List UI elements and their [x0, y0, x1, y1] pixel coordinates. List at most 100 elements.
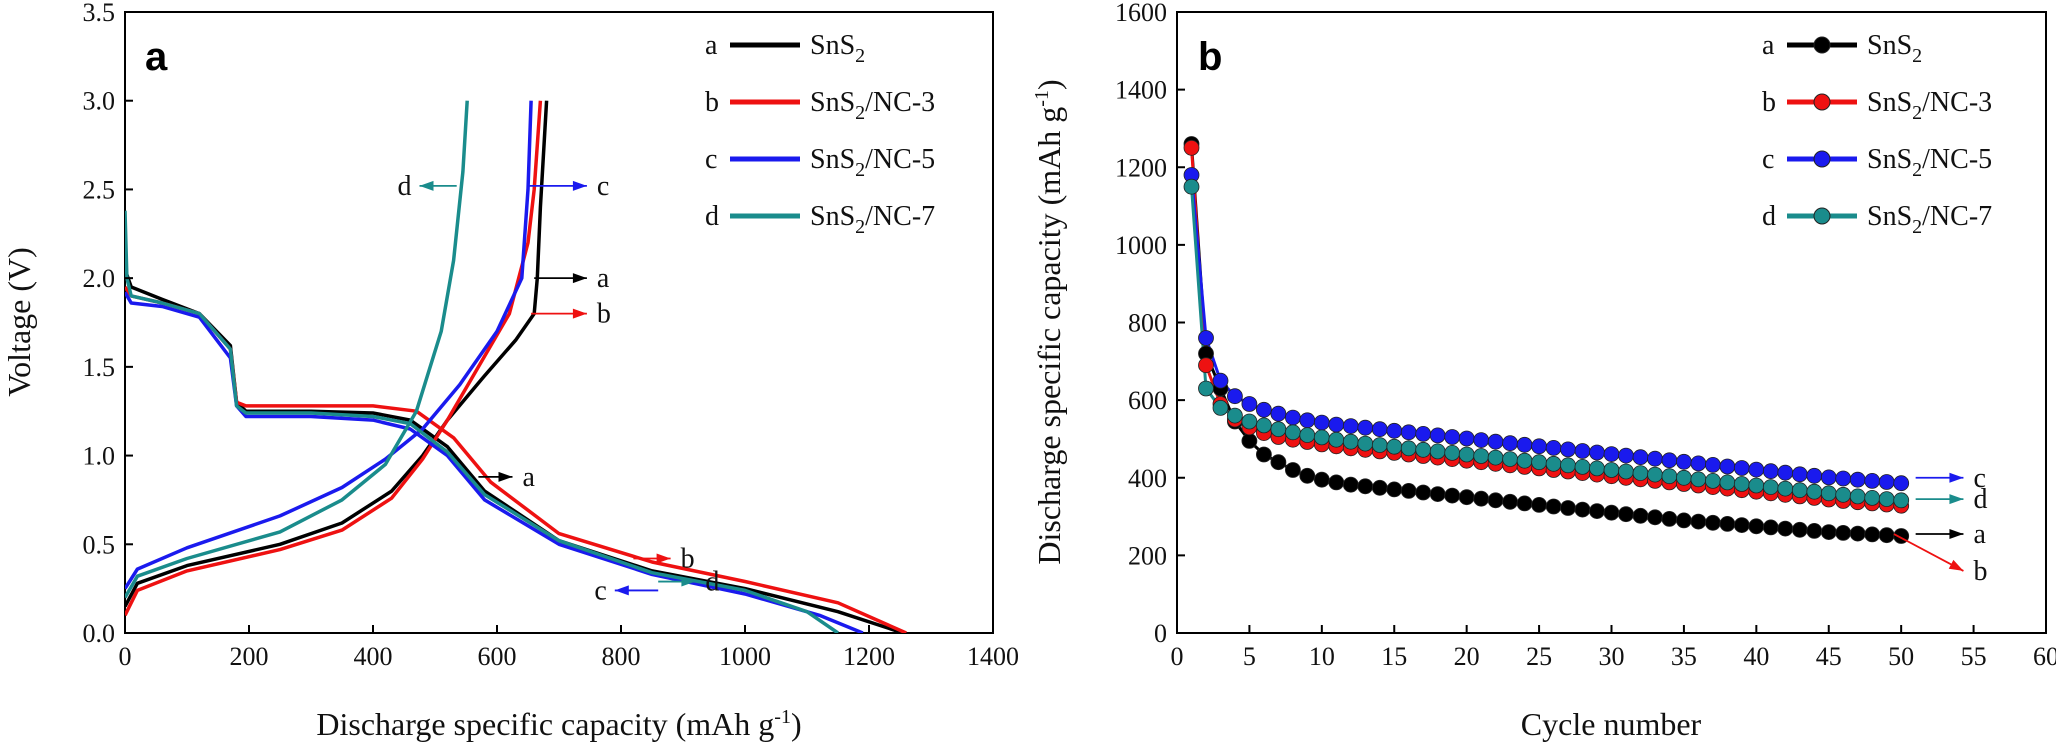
series-point-b	[1762, 479, 1779, 496]
series-point-b	[1328, 416, 1345, 433]
x-tick-label-b: 15	[1381, 642, 1407, 671]
series-point-b	[1328, 474, 1345, 491]
series-point-b	[1719, 458, 1736, 475]
series-line-b	[1190, 186, 1902, 502]
x-tick-label-b: 25	[1526, 642, 1552, 671]
series-point-b	[1719, 516, 1736, 532]
legend-key-b: b	[1762, 87, 1776, 118]
series-point-b	[1719, 474, 1736, 491]
y-tick-label-a: 1.0	[83, 442, 116, 471]
series-line-discharge-a	[125, 210, 839, 633]
legend-label-b: SnS2/NC-5	[1867, 144, 1992, 181]
y-axis-label-b: Discharge specific capacity (mAh g-1)	[1031, 79, 1067, 564]
series-point-b	[1574, 458, 1591, 475]
series-point-b	[1864, 472, 1881, 489]
legend-label-a: SnS2	[810, 30, 865, 67]
series-point-b	[1444, 487, 1461, 504]
series-point-b	[1487, 433, 1504, 450]
series-point-b	[1429, 486, 1446, 503]
series-point-b	[1676, 469, 1692, 486]
annotation-arrowhead-a	[656, 553, 671, 564]
plot-frame-a	[124, 11, 994, 634]
series-point-b	[1400, 482, 1417, 499]
x-tick-label-b: 5	[1243, 642, 1256, 671]
series-point-b	[1560, 441, 1576, 458]
series-point-b	[1791, 521, 1808, 538]
series-point-b	[1183, 178, 1200, 195]
y-tick-label-b: 0	[1154, 619, 1167, 648]
series-point-b	[1690, 455, 1707, 472]
annotation-label-b: c	[1973, 463, 1985, 494]
series-point-b	[1516, 436, 1533, 453]
series-point-b	[1256, 417, 1272, 434]
series-point-b	[1748, 461, 1765, 478]
series-point-b	[1661, 452, 1678, 469]
series-point-b	[1371, 479, 1388, 496]
series-point-b	[1531, 438, 1547, 455]
legend-marker-b	[1813, 207, 1831, 225]
y-tick-label-b: 400	[1128, 464, 1167, 493]
series-point-b	[1386, 422, 1403, 439]
series-point-b	[1589, 460, 1605, 477]
x-tick-label-a: 1400	[967, 642, 1019, 671]
series-point-b	[1748, 518, 1765, 535]
series-point-b	[1256, 401, 1272, 418]
legend-marker-b	[1813, 150, 1831, 168]
series-point-b	[1603, 504, 1620, 521]
series-point-b	[1473, 448, 1490, 464]
series-point-b	[1400, 440, 1417, 457]
series-point-b	[1777, 480, 1794, 497]
annotation-label-a: b	[681, 543, 695, 574]
series-point-b	[1893, 492, 1910, 509]
series-point-b	[1502, 435, 1518, 452]
series-point-b	[1415, 425, 1432, 442]
series-point-b	[1328, 431, 1345, 448]
series-point-b	[1545, 455, 1562, 472]
annotation-arrowhead-b	[1948, 559, 1964, 571]
series-point-b	[1560, 457, 1576, 474]
annotation-label-a: c	[597, 171, 609, 202]
annotation-label-a: d	[705, 567, 719, 598]
series-point-b	[1444, 444, 1461, 461]
legend-b: a SnS2 b SnS2/NC-3 c SnS2/NC-5 d SnS2/NC-7	[1762, 30, 1992, 238]
series-point-b	[1516, 495, 1533, 512]
series-line-charge-a	[125, 100, 469, 599]
y-tick-label-a: 2.0	[83, 264, 116, 293]
series-point-b	[1632, 507, 1649, 524]
series-point-b	[1791, 466, 1808, 483]
legend-marker-b	[1813, 93, 1831, 111]
y-tick-label-b: 200	[1128, 541, 1167, 570]
series-point-b	[1705, 472, 1721, 489]
series-point-b	[1647, 450, 1663, 467]
series-point-b	[1531, 454, 1547, 471]
series-point-b	[1342, 433, 1359, 450]
series-point-b	[1212, 399, 1229, 416]
annotations-a: abc dd cab	[398, 171, 720, 607]
series-point-b	[1545, 498, 1562, 515]
legend-label-a: SnS2/NC-5	[810, 144, 935, 181]
series-point-b	[1705, 514, 1721, 531]
annotation-label-b: a	[1973, 519, 1986, 550]
y-tick-label-b: 1400	[1115, 76, 1167, 105]
annotation-arrowhead-a	[419, 180, 434, 191]
series-line-charge-a	[125, 100, 543, 617]
series-point-b	[1270, 405, 1287, 422]
series-point-b	[1762, 463, 1779, 480]
series-point-b	[1820, 524, 1837, 540]
series-point-b	[1415, 441, 1432, 458]
series-point-b	[1342, 418, 1359, 435]
series-point-b	[1560, 500, 1576, 516]
series-point-b	[1357, 478, 1374, 495]
series-point-b	[1502, 493, 1518, 510]
panel-label-a: a	[145, 35, 168, 79]
series-point-b	[1690, 513, 1707, 530]
series-point-b	[1415, 484, 1432, 501]
series-point-b	[1820, 469, 1837, 486]
legend-key-b: c	[1762, 144, 1774, 175]
x-tick-label-b: 55	[1961, 642, 1987, 671]
annotation-arrowhead-a	[572, 180, 587, 191]
annotation-arrowhead-b	[1949, 529, 1964, 540]
series-line-discharge-a	[125, 268, 904, 633]
series-point-b	[1285, 409, 1301, 426]
